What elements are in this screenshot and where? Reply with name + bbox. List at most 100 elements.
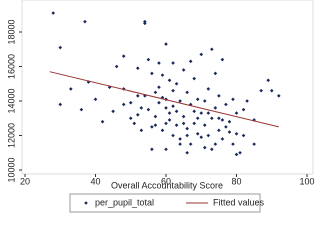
point [192, 76, 196, 81]
x-tick-label: 40 [90, 176, 100, 186]
point [164, 121, 168, 126]
point [136, 66, 140, 71]
point [245, 99, 249, 103]
legend-label: Fitted values [213, 197, 265, 207]
point [150, 71, 154, 76]
point [206, 133, 211, 138]
point [171, 133, 175, 138]
point [231, 142, 235, 146]
point [164, 147, 168, 152]
point [213, 71, 218, 76]
point [227, 119, 232, 124]
point [185, 150, 189, 155]
point [181, 114, 186, 119]
point [153, 114, 158, 119]
point [128, 100, 133, 105]
point [220, 57, 225, 62]
x-tick-label: 80 [231, 176, 241, 186]
point [160, 95, 165, 100]
point [160, 128, 165, 133]
point [252, 142, 256, 146]
point [220, 137, 225, 141]
point [181, 121, 186, 126]
point [79, 107, 84, 112]
point [199, 52, 204, 57]
point [241, 107, 246, 112]
legend-marker [84, 201, 88, 205]
point [132, 121, 137, 126]
point [164, 42, 168, 46]
y-tick-label: 10000 [6, 157, 16, 182]
point [202, 123, 207, 127]
point [192, 121, 196, 126]
point [93, 97, 98, 102]
point [195, 97, 200, 102]
point [241, 133, 246, 138]
point [171, 61, 175, 65]
point [199, 135, 204, 140]
point [171, 104, 175, 108]
point [136, 113, 140, 117]
point [174, 109, 179, 114]
point [217, 94, 221, 98]
point [164, 106, 168, 110]
point [178, 99, 182, 103]
y-tick-label: 18000 [6, 19, 16, 44]
point [150, 147, 154, 152]
point [195, 116, 200, 121]
x-axis-label: Overall Accountability Score [111, 180, 223, 190]
point [234, 111, 239, 115]
plot-frame [21, 0, 314, 175]
point [217, 128, 221, 133]
point [227, 130, 232, 134]
point [210, 147, 214, 152]
point [111, 109, 115, 114]
point [192, 109, 196, 114]
point [213, 106, 218, 110]
point [83, 19, 87, 24]
point [188, 59, 193, 64]
point [58, 102, 63, 107]
point [121, 102, 126, 107]
point [238, 150, 242, 155]
point [114, 64, 119, 69]
y-tick-label: 12000 [6, 123, 16, 148]
legend-label: per_pupil_total [95, 197, 154, 207]
point [206, 87, 211, 91]
point [199, 111, 204, 115]
point [58, 45, 63, 50]
point [234, 131, 239, 136]
point [171, 88, 175, 93]
point [153, 90, 158, 95]
y-tick-label: 14000 [6, 88, 16, 113]
point [157, 61, 161, 65]
point [167, 78, 172, 83]
fit-line [49, 71, 279, 128]
point [224, 102, 228, 107]
point [136, 94, 140, 98]
point [185, 90, 189, 95]
point [157, 100, 161, 105]
point [210, 116, 214, 121]
point [178, 137, 182, 141]
point [181, 68, 186, 72]
point [202, 145, 207, 150]
point [202, 99, 207, 103]
y-tick-label: 16000 [6, 54, 16, 79]
point [210, 47, 214, 52]
point [269, 88, 274, 93]
point [185, 126, 189, 131]
point [224, 125, 228, 129]
point [178, 142, 182, 146]
legend-box [69, 193, 261, 213]
point [143, 19, 147, 24]
point [234, 152, 239, 157]
x-tick-label: 20 [20, 176, 30, 186]
point [139, 128, 144, 133]
point [195, 131, 200, 136]
point [213, 142, 218, 146]
point [185, 133, 189, 138]
point [146, 107, 151, 112]
point [259, 88, 263, 93]
point [128, 116, 133, 121]
